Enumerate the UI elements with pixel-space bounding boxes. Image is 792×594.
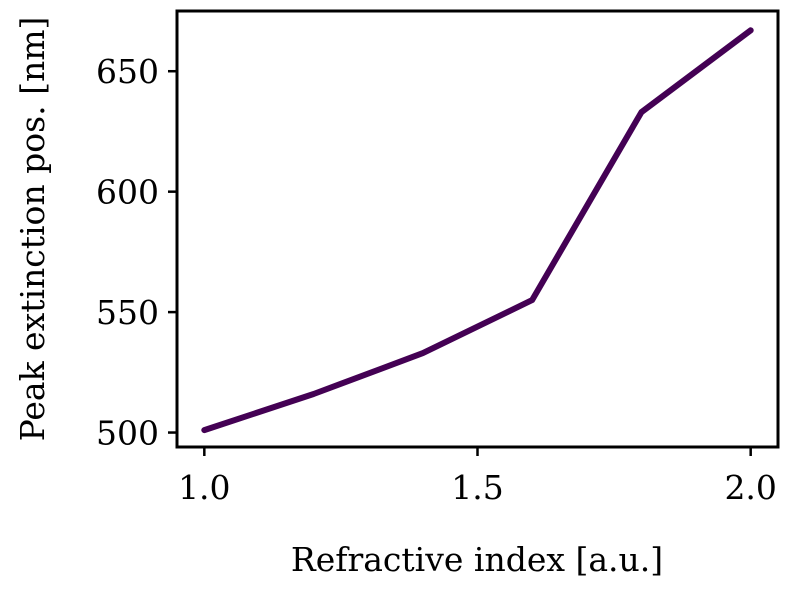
x-tick-label: 1.5	[451, 468, 503, 507]
x-tick-label: 1.0	[178, 468, 230, 507]
y-tick-label: 550	[96, 293, 159, 332]
y-tick-label: 600	[96, 173, 159, 212]
y-tick-label: 650	[96, 52, 159, 91]
x-axis-ticks: 1.0 1.5 2.0	[178, 447, 777, 507]
y-axis-ticks: 500 550 600 650	[96, 52, 177, 453]
y-tick-label: 500	[96, 414, 159, 453]
series-layer	[201, 27, 754, 434]
x-axis-label: Refractive index [a.u.]	[291, 540, 663, 579]
series-line	[201, 27, 754, 434]
plot-frame	[175, 9, 780, 449]
x-tick-label: 2.0	[724, 468, 776, 507]
y-axis-label: Peak extinction pos. [nm]	[13, 17, 52, 442]
